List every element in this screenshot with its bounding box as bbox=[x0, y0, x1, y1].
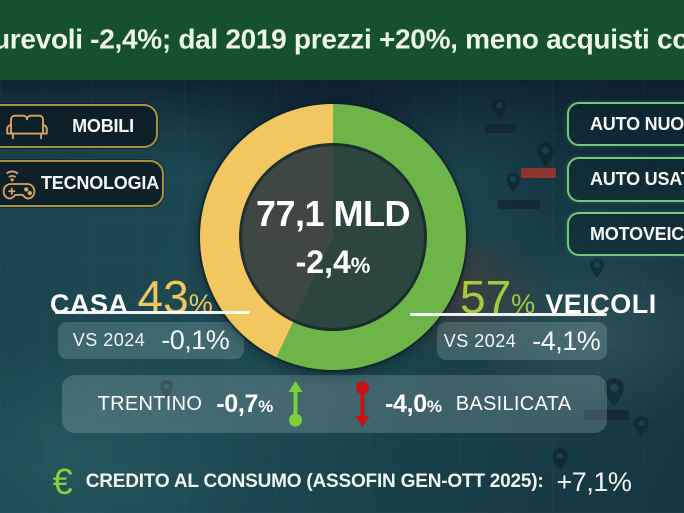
gamepad-icon bbox=[0, 165, 38, 203]
map-pin-icon bbox=[506, 172, 520, 192]
map-pin-icon bbox=[634, 416, 649, 437]
best-region-name: TRENTINO bbox=[97, 392, 203, 415]
map-label-chip-red bbox=[521, 168, 556, 178]
sofa-icon bbox=[4, 110, 50, 142]
category-button-mobili[interactable]: MOBILI bbox=[0, 104, 158, 148]
veicoli-vs-2024-badge: VS 2024 -4,1% bbox=[437, 322, 607, 360]
category-button-auto-usata[interactable]: AUTO USATA bbox=[567, 157, 684, 202]
category-label: MOBILI bbox=[72, 115, 134, 136]
euro-icon: € bbox=[52, 461, 73, 502]
map-pin-icon bbox=[492, 98, 507, 119]
regional-comparison-strip: TRENTINO -0,7% -4,0% BASILICATA bbox=[62, 375, 607, 433]
donut-chart: 77,1 MLD -2,4% bbox=[200, 104, 466, 370]
category-label: TECNOLOGIA bbox=[41, 173, 159, 193]
category-button-tecnologia[interactable]: TECNOLOGIA bbox=[0, 160, 164, 207]
total-change: -2,4% bbox=[295, 244, 371, 280]
arrow-down-icon bbox=[355, 381, 370, 427]
category-button-motoveicoli[interactable]: MOTOVEICOLI bbox=[567, 212, 684, 256]
veicoli-percent: 57 bbox=[460, 271, 512, 323]
vs-label: VS 2024 bbox=[72, 330, 146, 350]
category-label: MOTOVEICOLI bbox=[590, 223, 684, 244]
category-button-auto-nuova[interactable]: AUTO NUOVA bbox=[567, 102, 684, 146]
category-label: AUTO NUOVA bbox=[590, 113, 684, 134]
donut-center: 77,1 MLD -2,4% bbox=[239, 143, 427, 331]
casa-vs-2024-badge: VS 2024 -0,1% bbox=[58, 322, 244, 359]
map-label-chip bbox=[498, 200, 540, 209]
divider-line-left bbox=[55, 311, 250, 314]
worst-region-name: BASILICATA bbox=[455, 392, 572, 415]
worst-region-value: -4,0% bbox=[384, 389, 442, 418]
credit-value: +7,1% bbox=[556, 466, 632, 497]
casa-percent-sign: % bbox=[188, 289, 213, 319]
map-label-chip bbox=[485, 124, 516, 133]
best-region-value: -0,7% bbox=[216, 389, 273, 418]
casa-label: CASA bbox=[50, 289, 129, 319]
arrow-up-icon bbox=[288, 381, 303, 427]
casa-vs-value: -0,1% bbox=[161, 325, 230, 355]
category-label: AUTO USATA bbox=[590, 169, 684, 189]
divider-line-right bbox=[410, 313, 607, 316]
consumer-credit-row: € CREDITO AL CONSUMO (ASSOFIN GEN-OTT 20… bbox=[0, 458, 684, 506]
map-pin-icon bbox=[537, 142, 554, 166]
veicoli-vs-value: -4,1% bbox=[532, 325, 601, 356]
vs-label: VS 2024 bbox=[443, 330, 517, 351]
total-value: 77,1 MLD bbox=[255, 193, 411, 234]
map-pin-icon bbox=[604, 378, 624, 406]
page-title: urevoli -2,4%; dal 2019 prezzi +20%, men… bbox=[0, 23, 684, 55]
header-bar: urevoli -2,4%; dal 2019 prezzi +20%, men… bbox=[0, 0, 684, 80]
credit-label: CREDITO AL CONSUMO (ASSOFIN GEN-OTT 2025… bbox=[85, 471, 544, 492]
